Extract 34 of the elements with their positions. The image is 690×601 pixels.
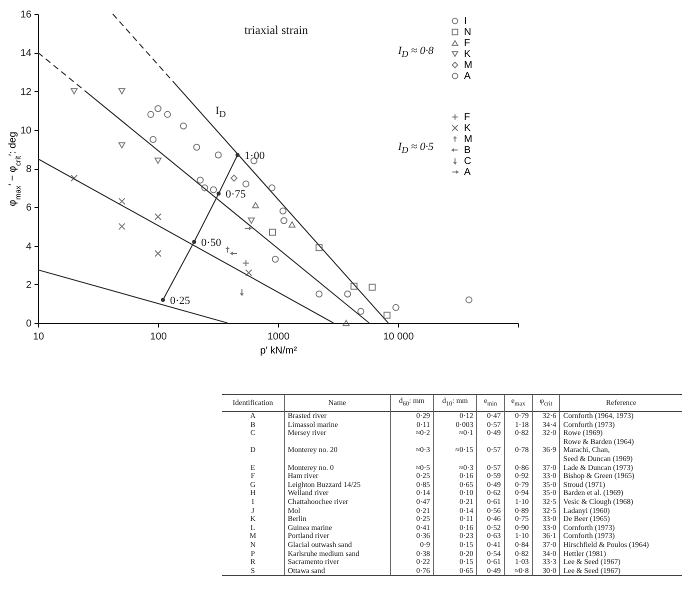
annotation: triaxial strain (244, 23, 308, 37)
annotation: 0·75 (226, 188, 246, 201)
x-tick-label: 10 (32, 332, 44, 342)
annotation: I$_{D}$ ≈ 0·5 (398, 140, 434, 155)
legend-label: C (464, 156, 472, 167)
annotation: 1·00 (244, 150, 266, 162)
legend-label: A (464, 71, 471, 82)
y-tick-label: 8 (26, 164, 32, 175)
legend-label: K (464, 123, 471, 134)
legend-label: M (464, 134, 472, 145)
y-tick-label: 12 (20, 86, 32, 98)
legend-label: K (464, 49, 471, 60)
y-tick-label: 10 (20, 125, 32, 136)
legend-label: F (464, 112, 470, 123)
y-tick-label: 0 (26, 318, 32, 330)
annotation: 0·25 (170, 294, 191, 307)
annotation: I$_{D}$ ≈ 0·8 (398, 44, 434, 59)
x-tick-label: 100 (150, 332, 168, 342)
y-tick-label: 2 (26, 280, 32, 291)
legend-label: I (464, 16, 467, 27)
y-tick-label: 14 (20, 48, 32, 60)
legend-label: N (464, 27, 472, 38)
annotation: I$_{D}$ (216, 104, 226, 120)
y-tick-label: 16 (20, 10, 32, 20)
x-tick-label: 1000 (267, 332, 290, 342)
annotation: 0·50 (201, 236, 222, 249)
legend-label: F (464, 38, 470, 49)
legend-label: B (464, 145, 471, 156)
y-tick-label: 6 (26, 202, 32, 214)
y-tick-label: 4 (26, 241, 32, 252)
legend-label: M (464, 60, 472, 71)
x-tick-label: 10 000 (383, 332, 414, 342)
x-axis-title: p′ kN/m² (260, 346, 298, 356)
legend-label: A (464, 167, 471, 178)
